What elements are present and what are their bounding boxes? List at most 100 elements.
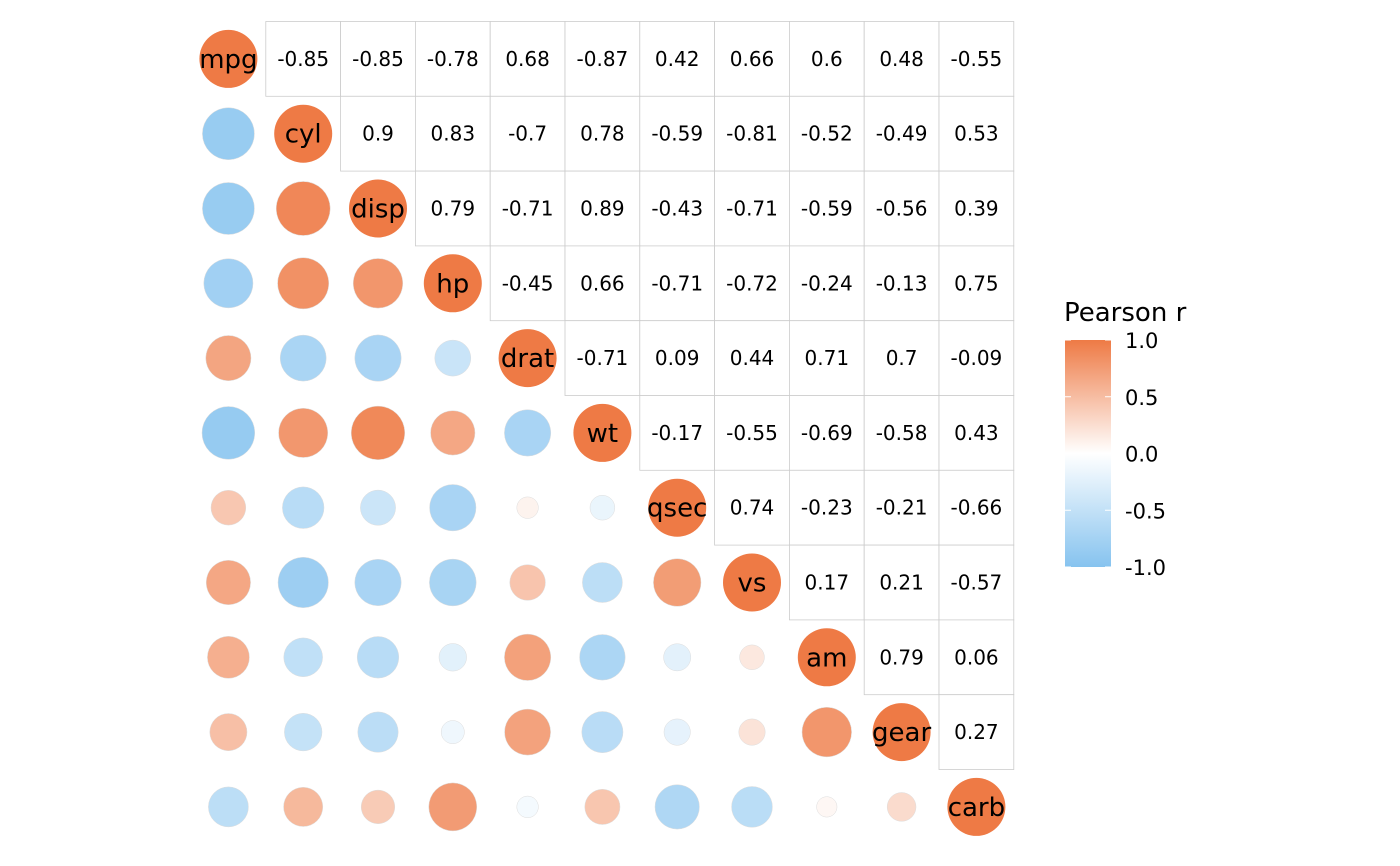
- correlation-value-label: 0.79: [431, 197, 476, 221]
- matrix-cell: [863, 245, 940, 322]
- correlation-circle: [284, 713, 323, 752]
- correlation-value-label: 0.6: [811, 47, 843, 71]
- matrix-cell: [938, 469, 1015, 546]
- correlation-circle: [360, 789, 396, 824]
- correlation-circle: [283, 637, 323, 677]
- correlation-value-label: -0.56: [876, 197, 928, 221]
- correlation-value-label: -0.23: [801, 496, 853, 520]
- correlation-value-label: -0.71: [726, 197, 778, 221]
- correlation-circle: [801, 707, 852, 758]
- correlation-circle: [504, 633, 552, 681]
- correlation-circle: [283, 787, 324, 827]
- variable-label: gear: [872, 718, 931, 748]
- matrix-cell: [639, 395, 715, 471]
- correlation-circle: [430, 410, 476, 456]
- correlation-value-label: -0.7: [508, 122, 547, 146]
- correlation-circle: [205, 335, 252, 381]
- matrix-cell: [639, 320, 715, 396]
- correlation-value-label: 0.74: [730, 496, 775, 520]
- correlation-value-label: 0.7: [886, 346, 918, 370]
- matrix-cell: [639, 95, 715, 172]
- correlation-circle: [279, 334, 327, 382]
- correlation-circle: [208, 786, 249, 828]
- matrix-cell: [789, 170, 865, 247]
- correlation-circle: [579, 634, 626, 681]
- correlation-circle: [203, 258, 254, 309]
- correlation-value-label: -0.17: [651, 421, 703, 445]
- matrix-cell: [564, 95, 641, 172]
- legend-tick-label: 0.5: [1125, 386, 1158, 410]
- matrix-cell: [789, 544, 865, 621]
- correlation-circle: [429, 484, 477, 532]
- correlation-value-label: 0.9: [362, 122, 394, 146]
- correlation-circle: [282, 486, 325, 529]
- correlation-circle: [210, 490, 247, 526]
- matrix-cell: [714, 21, 790, 97]
- matrix-cell: [863, 320, 940, 396]
- correlation-circle: [278, 408, 329, 458]
- variable-label: hp: [436, 269, 469, 299]
- matrix-cell: [863, 469, 940, 546]
- upper-triangle-cells: -0.85 -0.85 -0.78 0.68 -0.87 0.42 0.66 0.6 0.48 -…: [265, 21, 1015, 770]
- correlation-circle: [354, 334, 402, 382]
- matrix-cell: [938, 245, 1015, 322]
- correlation-circle: [205, 560, 251, 605]
- diagonal-circle: [797, 628, 856, 687]
- correlation-circle: [581, 711, 624, 753]
- correlation-value-label: -0.13: [876, 271, 928, 295]
- correlation-value-label: -0.58: [876, 421, 928, 445]
- correlation-circle: [207, 636, 250, 679]
- matrix-cell: [340, 21, 416, 97]
- correlation-value-label: -0.57: [951, 571, 1003, 595]
- correlation-value-label: 0.27: [954, 720, 999, 744]
- diagonal-circle: [498, 329, 557, 388]
- matrix-cell: [714, 170, 790, 247]
- correlation-circle: [356, 636, 400, 679]
- correlation-circle: [428, 782, 478, 832]
- correlation-value-label: -0.78: [427, 47, 479, 71]
- correlation-value-label: 0.66: [580, 271, 625, 295]
- correlation-value-label: -0.71: [502, 197, 554, 221]
- correlation-value-label: 0.48: [879, 47, 924, 71]
- matrix-cell: [938, 694, 1015, 770]
- diagonal-circle: [947, 777, 1006, 836]
- correlation-value-label: -0.55: [951, 47, 1003, 71]
- matrix-cell: [938, 395, 1015, 471]
- matrix-cell: [863, 619, 940, 696]
- correlation-value-label: -0.85: [352, 47, 404, 71]
- matrix-cell: [564, 245, 641, 322]
- diagonal-circle: [349, 179, 407, 238]
- matrix-cell: [863, 95, 940, 172]
- variable-label: drat: [501, 344, 554, 374]
- diagonal-circle: [199, 29, 258, 88]
- correlation-circle: [816, 796, 838, 818]
- matrix-cell: [714, 469, 790, 546]
- matrix-cell: [789, 245, 865, 322]
- matrix-cell: [938, 95, 1015, 172]
- correlation-value-label: -0.45: [502, 271, 554, 295]
- correlation-circle: [352, 258, 404, 309]
- correlation-value-label: 0.66: [730, 47, 775, 71]
- correlation-value-label: 0.89: [580, 197, 625, 221]
- matrix-cell: [714, 95, 790, 172]
- correlation-value-label: 0.78: [580, 122, 625, 146]
- matrix-cell: [414, 95, 491, 172]
- correlation-circle: [504, 409, 552, 457]
- lower-triangle-circles: mpg cyl disp hp drat wt qsec vs am gear carb: [199, 29, 1006, 836]
- matrix-cell: [489, 170, 566, 247]
- matrix-cell: [639, 170, 715, 247]
- variable-label: mpg: [199, 45, 257, 75]
- diagonal-circle: [573, 403, 632, 462]
- correlation-circle: [277, 257, 330, 310]
- correlation-circle: [440, 720, 465, 744]
- variable-label: carb: [948, 793, 1005, 823]
- matrix-cell: [414, 170, 491, 247]
- correlation-value-label: 0.43: [954, 421, 999, 445]
- correlation-value-label: -0.43: [651, 197, 703, 221]
- matrix-cell: [564, 320, 641, 396]
- correlation-circle: [663, 643, 692, 672]
- correlation-circle: [202, 182, 255, 235]
- variable-label: am: [806, 643, 847, 673]
- correlation-circle: [438, 643, 467, 672]
- correlation-value-label: 0.17: [805, 571, 850, 595]
